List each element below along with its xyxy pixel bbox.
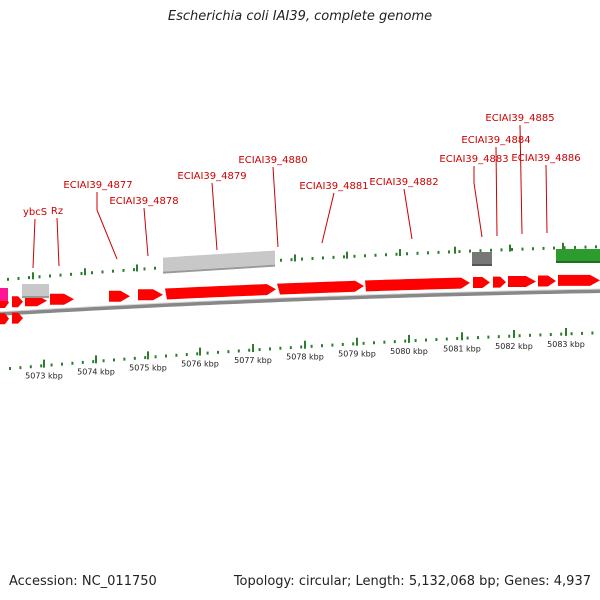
genes-label: Genes: [504, 574, 550, 589]
gene-label: ECIAI39_4882 [369, 177, 438, 188]
gene-label-leader [545, 164, 548, 234]
gene-arrow [493, 276, 506, 288]
topology-label: Topology: [233, 574, 295, 589]
length-label: Length: [355, 574, 405, 589]
gene-label: ECIAI39_4880 [238, 155, 307, 166]
gene-label: ECIAI39_4881 [299, 181, 368, 192]
scale-label: 5083 kbp [547, 340, 585, 349]
gene-arrow [508, 276, 536, 288]
scale-label: 5080 kbp [390, 347, 428, 356]
gene-label: ybcS [23, 207, 47, 218]
gene-arrow-lower [12, 312, 23, 324]
scale-label: 5081 kbp [443, 344, 481, 353]
dark-gene [472, 252, 492, 264]
gene-arrow [50, 293, 74, 305]
accession-label: Accession: [9, 574, 78, 589]
topology-value: circular [298, 574, 347, 589]
genome-backbone-highlight [0, 288, 600, 313]
scale-label: 5076 kbp [181, 360, 219, 369]
gene-arrow-4881 [365, 277, 470, 292]
scale-label: 5078 kbp [286, 353, 324, 362]
accession-value: NC_011750 [81, 574, 157, 589]
gene-label-leader [321, 192, 335, 244]
gene-label: ECIAI39_4877 [63, 180, 132, 191]
gene-label-leader [56, 217, 60, 267]
gene-label-leader [403, 188, 413, 240]
accession-info: Accession: NC_011750 [9, 574, 157, 589]
gene-arrow-4879 [165, 284, 276, 300]
gene-arrow-lower [0, 313, 9, 325]
gene-label-leader [473, 166, 483, 238]
pseudo-gene-long-edge [162, 264, 276, 274]
gene-label: ECIAI39_4879 [177, 171, 246, 182]
gene-label-leader [495, 146, 498, 237]
length-value: 5,132,068 bp [408, 574, 496, 589]
pseudo-gene-ybcS [22, 284, 49, 296]
gene-label-leader [32, 218, 36, 269]
map-title: Escherichia coli IAI39, complete genome [167, 9, 433, 24]
scale-label: 5075 kbp [129, 363, 167, 372]
gene-label: Rz [51, 206, 63, 217]
genome-backbone [0, 289, 600, 316]
rna-gene [556, 249, 600, 261]
gene-arrow [538, 275, 556, 287]
gene-label-leader [272, 166, 279, 248]
scale-label: 5074 kbp [77, 367, 115, 376]
gene-label: ECIAI39_4885 [485, 113, 554, 124]
gene-arrow [558, 274, 600, 286]
genome-stats: Topology: circular; Length: 5,132,068 bp… [233, 574, 591, 589]
gene-arrow [109, 290, 130, 302]
genes-value: 4,937 [553, 574, 591, 589]
gene-label-leader [211, 182, 218, 251]
scale-label: 5073 kbp [25, 372, 63, 381]
scale-label: 5079 kbp [338, 350, 376, 359]
gene-label: ECIAI39_4878 [109, 196, 178, 207]
gene-arrow-4880 [277, 280, 364, 295]
pseudo-gene-long [163, 250, 275, 272]
gene-label-leader [143, 207, 149, 257]
gene-arrow [138, 289, 163, 301]
scale-label: 5077 kbp [234, 356, 272, 365]
gene-label-leader [96, 192, 118, 260]
gene-label: ECIAI39_4884 [461, 135, 530, 146]
magenta-gene [0, 288, 8, 301]
gene-arrow [473, 277, 490, 289]
gene-arrow [12, 296, 23, 308]
gene-label-leader [519, 124, 523, 235]
gene-label: ECIAI39_4886 [511, 153, 580, 164]
scale-label: 5082 kbp [495, 342, 533, 351]
gene-label: ECIAI39_4883 [439, 154, 508, 165]
